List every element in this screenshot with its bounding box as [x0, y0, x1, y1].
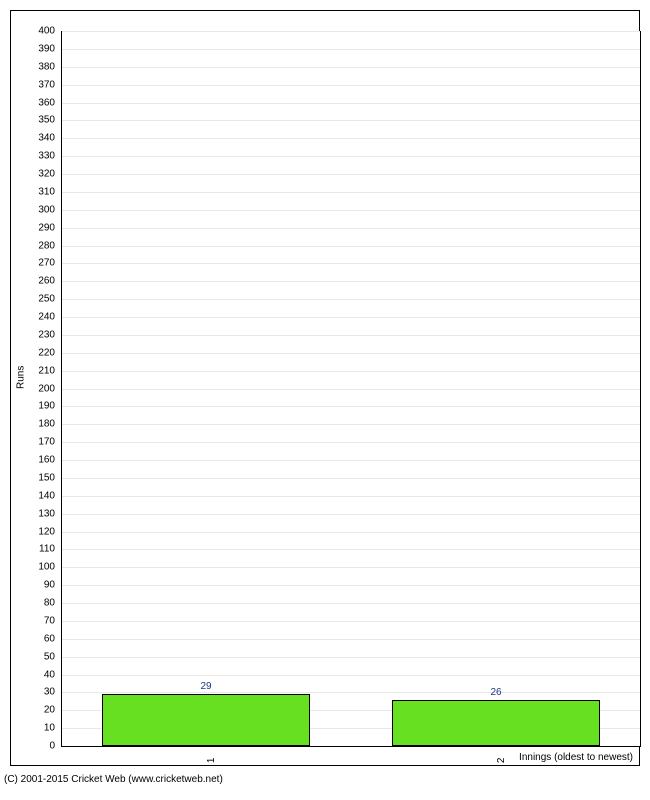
gridline — [61, 246, 641, 247]
gridline — [61, 174, 641, 175]
y-tick-label: 10 — [44, 723, 55, 734]
gridline — [61, 567, 641, 568]
gridline — [61, 49, 641, 50]
y-tick-label: 0 — [49, 741, 55, 752]
y-tick-label: 400 — [38, 26, 55, 37]
bar — [102, 694, 311, 746]
y-tick-label: 30 — [44, 687, 55, 698]
y-tick-label: 240 — [38, 312, 55, 323]
y-tick-label: 160 — [38, 455, 55, 466]
gridline — [61, 442, 641, 443]
y-tick-label: 230 — [38, 329, 55, 340]
gridline — [61, 228, 641, 229]
y-tick-label: 90 — [44, 580, 55, 591]
gridline — [61, 746, 641, 747]
gridline — [61, 156, 641, 157]
gridline — [61, 406, 641, 407]
y-tick-label: 280 — [38, 240, 55, 251]
y-tick-label: 110 — [39, 544, 55, 555]
copyright-text: (C) 2001-2015 Cricket Web (www.cricketwe… — [4, 774, 223, 785]
y-tick-label: 190 — [38, 401, 55, 412]
y-tick-label: 150 — [38, 472, 55, 483]
gridline — [61, 31, 641, 32]
gridline — [61, 603, 641, 604]
y-tick-label: 200 — [38, 383, 55, 394]
y-tick-label: 180 — [38, 419, 55, 430]
y-tick-label: 370 — [38, 79, 55, 90]
y-tick-label: 360 — [38, 97, 55, 108]
gridline — [61, 281, 641, 282]
gridline — [61, 639, 641, 640]
gridline — [61, 67, 641, 68]
y-axis-label: Runs — [16, 365, 27, 388]
y-tick-label: 220 — [38, 347, 55, 358]
gridline — [61, 657, 641, 658]
y-tick-label: 50 — [44, 651, 55, 662]
y-tick-label: 340 — [38, 133, 55, 144]
y-tick-label: 80 — [44, 598, 55, 609]
bar-value-label: 29 — [200, 681, 211, 692]
x-axis-label: Innings (oldest to newest) — [519, 752, 633, 763]
y-tick-label: 350 — [38, 115, 55, 126]
gridline — [61, 478, 641, 479]
gridline — [61, 585, 641, 586]
gridline — [61, 371, 641, 372]
chart-frame: 29 26 Runs Innings (oldest to newest) 0 10… — [10, 10, 640, 766]
y-tick-label: 390 — [38, 43, 55, 54]
gridline — [61, 675, 641, 676]
gridline — [61, 532, 641, 533]
gridline — [61, 120, 641, 121]
y-tick-label: 100 — [38, 562, 55, 573]
chart-container: 29 26 Runs Innings (oldest to newest) 0 10… — [0, 0, 650, 800]
y-tick-label: 380 — [38, 61, 55, 72]
y-tick-label: 250 — [38, 294, 55, 305]
gridline — [61, 460, 641, 461]
y-axis-line — [61, 31, 62, 746]
y-tick-label: 40 — [44, 669, 55, 680]
gridline — [61, 496, 641, 497]
y-tick-label: 170 — [38, 437, 55, 448]
gridline — [61, 621, 641, 622]
y-tick-label: 20 — [44, 705, 55, 716]
y-tick-label: 120 — [38, 526, 55, 537]
gridline — [61, 389, 641, 390]
y-tick-label: 140 — [38, 490, 55, 501]
gridline — [61, 514, 641, 515]
y-tick-label: 310 — [38, 186, 55, 197]
gridline — [61, 424, 641, 425]
bar — [392, 700, 601, 746]
y-tick-label: 270 — [38, 258, 55, 269]
gridline — [61, 317, 641, 318]
gridline — [61, 138, 641, 139]
gridline — [61, 299, 641, 300]
gridline — [61, 103, 641, 104]
x-tick-label: 1 — [206, 758, 217, 764]
gridline — [61, 192, 641, 193]
y-tick-label: 130 — [38, 508, 55, 519]
gridline — [61, 263, 641, 264]
gridline — [61, 549, 641, 550]
x-tick-label: 2 — [496, 758, 507, 764]
gridline — [61, 85, 641, 86]
y-tick-label: 60 — [44, 633, 55, 644]
bar-value-label: 26 — [490, 687, 501, 698]
y-tick-label: 300 — [38, 204, 55, 215]
gridline — [61, 353, 641, 354]
gridline — [61, 210, 641, 211]
y-tick-label: 70 — [44, 615, 55, 626]
y-tick-label: 260 — [38, 276, 55, 287]
plot-area: 29 26 — [61, 31, 641, 746]
y-tick-label: 330 — [38, 151, 55, 162]
y-tick-label: 320 — [38, 169, 55, 180]
gridline — [61, 335, 641, 336]
right-axis-line — [640, 31, 641, 746]
y-tick-label: 290 — [38, 222, 55, 233]
y-tick-label: 210 — [38, 365, 55, 376]
